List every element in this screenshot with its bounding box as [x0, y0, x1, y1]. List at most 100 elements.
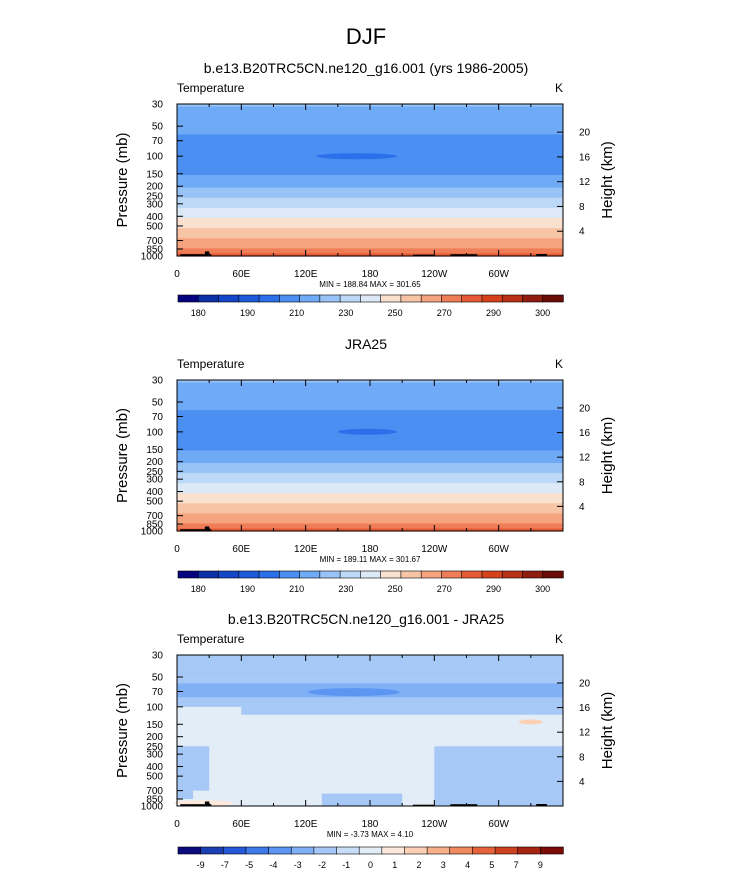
temperature-band [177, 508, 563, 512]
height-axis: 20 16 12 8 4 [557, 128, 591, 238]
colorbar-label: 210 [289, 584, 304, 594]
temperature-band [177, 238, 563, 242]
diff-region [177, 655, 563, 679]
units-label: K [555, 632, 563, 646]
colorbar-swatch [339, 570, 362, 579]
temperature-band [177, 490, 563, 494]
temperature-band [177, 415, 563, 419]
temperature-band [177, 210, 563, 214]
colorbar-swatch [245, 846, 270, 855]
panels: b.e13.B20TRC5CN.ne120_g16.001 (yrs 1986-… [114, 60, 616, 870]
colorbar-label: 300 [535, 308, 550, 318]
temperature-band [177, 452, 563, 457]
temperature-band [177, 478, 563, 482]
colorbar-swatch [472, 846, 496, 855]
colorbar-label: 270 [437, 584, 452, 594]
pressure-tick-label: 200 [146, 732, 163, 743]
longitude-tick-label: 0 [174, 819, 180, 830]
temperature-band [177, 385, 563, 389]
longitude-tick-label: 0 [174, 269, 180, 280]
height-tick-label: 20 [579, 404, 591, 415]
temperature-band [177, 147, 563, 151]
longitude-tick-label: 120E [294, 544, 318, 555]
temperature-band [177, 463, 563, 467]
longitude-tick-label: 180 [362, 269, 379, 280]
pressure-tick-label: 150 [146, 445, 163, 456]
pressure-tick-label: 500 [146, 772, 163, 783]
colorbar-swatch [218, 570, 240, 579]
topography-mask [180, 526, 212, 531]
height-tick-label: 8 [579, 752, 585, 763]
temperature-band [177, 109, 563, 113]
temperature-band [177, 202, 563, 206]
longitude-tick-label: 60W [488, 544, 509, 555]
longitude-tick-label: 120E [294, 819, 318, 830]
variable-label: Temperature [177, 632, 245, 646]
pressure-tick-label: 70 [152, 136, 164, 147]
pressure-tick-label: 300 [146, 750, 163, 761]
pressure-tick-label: 850 [146, 520, 163, 531]
colorbar-swatch [279, 570, 301, 579]
longitude-tick-label: 120W [421, 544, 448, 555]
temperature-band [177, 177, 563, 181]
colorbar-swatch [177, 846, 202, 855]
temperature-band [177, 470, 563, 474]
longitude-tick-label: 180 [362, 819, 379, 830]
topography-block [180, 529, 212, 531]
height-tick-label: 20 [579, 679, 591, 690]
height-axis-title: Height (km) [599, 141, 616, 219]
temperature-band [177, 483, 563, 487]
pressure-tick-label: 150 [146, 169, 163, 180]
colorbar-swatch [501, 570, 524, 579]
pressure-tick-label: 400 [146, 762, 163, 773]
colorbar-label: 230 [338, 584, 353, 594]
variable-label: Temperature [177, 357, 245, 371]
temperature-band [177, 420, 563, 424]
pressure-axis-title: Pressure (mb) [114, 132, 131, 227]
temperature-band [177, 218, 563, 222]
longitude-tick-label: 60E [232, 544, 250, 555]
pressure-tick-label: 30 [152, 376, 164, 387]
pressure-tick-label: 100 [146, 152, 163, 163]
colorbar-label: 180 [191, 584, 206, 594]
temperature-band [177, 445, 563, 449]
pressure-tick-label: 200 [146, 457, 163, 468]
colorbar-label: 290 [486, 308, 501, 318]
temperature-band [177, 407, 563, 411]
diff-region [321, 793, 403, 806]
colorbar-label: -1 [342, 860, 350, 870]
diff-region [241, 706, 564, 715]
colorbar-swatch [400, 294, 422, 303]
temperature-band [177, 169, 563, 173]
height-tick-label: 8 [579, 477, 585, 488]
colorbar-label: -4 [269, 860, 277, 870]
temperature-band [177, 139, 563, 143]
temperature-band [177, 245, 563, 249]
temperature-band [177, 480, 563, 484]
pressure-tick-label: 1000 [141, 802, 164, 813]
topography-block [536, 804, 547, 806]
pressure-tick-label: 30 [152, 651, 164, 662]
colorbar-swatch [197, 570, 220, 579]
colorbar-label: 180 [191, 308, 206, 318]
colorbar-swatch [381, 846, 406, 855]
colorbar-swatch [400, 570, 422, 579]
temperature-band [177, 185, 563, 189]
colorbar-label: 3 [441, 860, 446, 870]
chart-title: b.e13.B20TRC5CN.ne120_g16.001 (yrs 1986-… [204, 60, 529, 76]
colorbar: -9 -7 -5 -4 -3 -2 -1 0 1 2 3 4 5 7 9 [177, 846, 564, 870]
temperature-band [177, 136, 563, 141]
temperature-band [177, 223, 563, 227]
colorbar-label: 1 [392, 860, 397, 870]
temperature-band [177, 518, 563, 522]
colorbar-swatch [290, 846, 315, 855]
pressure-tick-label: 70 [152, 687, 164, 698]
temperature-band [177, 397, 563, 401]
height-tick-label: 12 [579, 177, 591, 188]
longitude-tick-label: 60E [232, 269, 250, 280]
temperature-band [177, 164, 563, 168]
temperature-band [177, 167, 563, 171]
cold-core-contour [316, 153, 397, 160]
temperature-band [177, 200, 563, 204]
colorbar-swatch [404, 846, 428, 855]
